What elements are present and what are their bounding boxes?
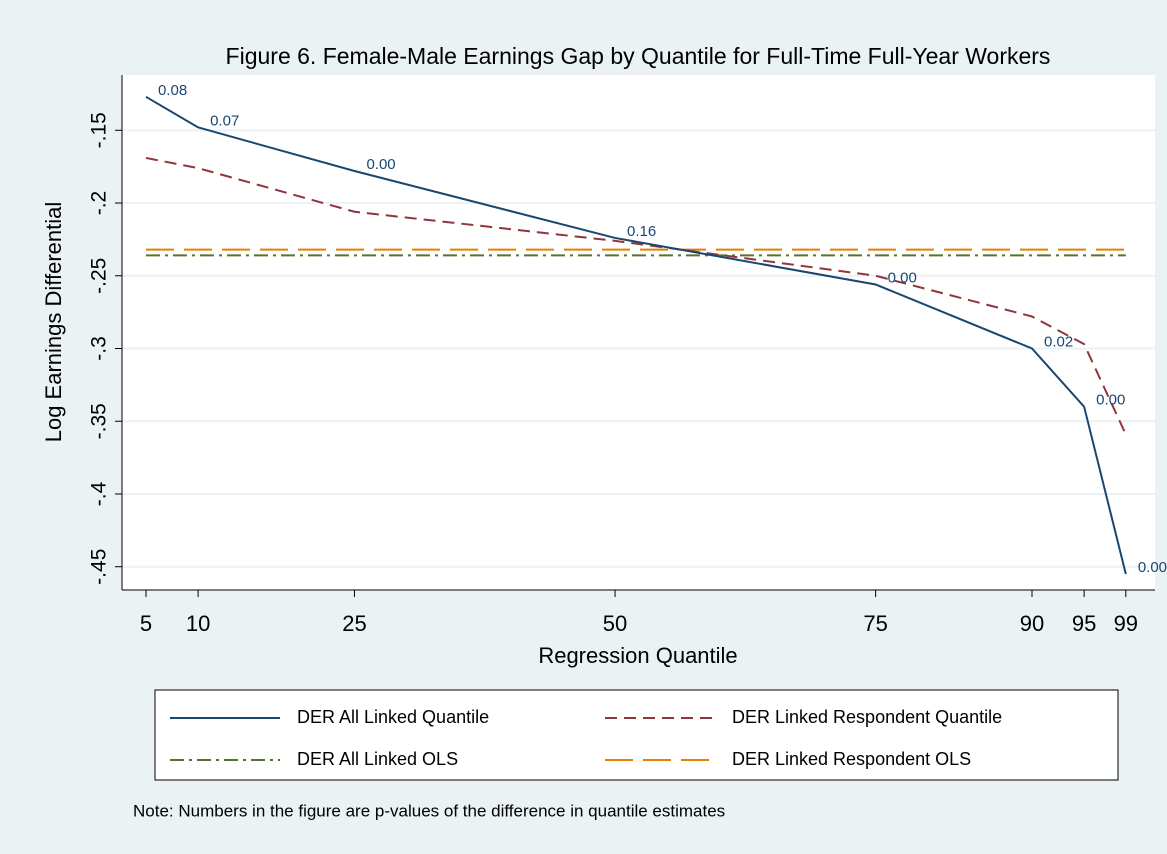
series-line [145, 95, 1127, 575]
point-label: 0.08 [158, 82, 187, 99]
x-tick-label: 95 [1072, 611, 1096, 636]
x-tick-label: 90 [1020, 611, 1044, 636]
x-tick-label: 50 [603, 611, 627, 636]
y-tick-label: -.35 [88, 403, 111, 439]
point-label: 0.07 [210, 112, 239, 129]
x-tick-label: 75 [863, 611, 887, 636]
point-label: 0.00 [1096, 392, 1125, 409]
x-tick-label: 5 [140, 611, 152, 636]
y-tick-label: -.3 [88, 336, 111, 361]
point-label: 0.00 [1138, 559, 1167, 576]
x-tick-label: 99 [1114, 611, 1138, 636]
note: Note: Numbers in the figure are p-values… [133, 801, 725, 820]
legend-box [154, 689, 1119, 781]
legend-label: DER All Linked Quantile [297, 707, 489, 727]
point-label: 0.00 [366, 156, 395, 173]
plot-area [122, 75, 1155, 590]
y-tick-label: -.2 [88, 191, 111, 216]
y-tick-label: -.45 [88, 549, 111, 585]
legend-label: DER Linked Respondent Quantile [732, 707, 1002, 727]
x-axis-title: Regression Quantile [538, 643, 737, 668]
legend-label: DER All Linked OLS [297, 749, 458, 769]
chart-title: Figure 6. Female-Male Earnings Gap by Qu… [226, 43, 1051, 69]
x-tick-label: 25 [342, 611, 366, 636]
x-tick-label: 10 [186, 611, 210, 636]
point-label: 0.00 [888, 269, 917, 286]
y-tick-label: -.25 [88, 258, 111, 294]
legend-label: DER Linked Respondent OLS [732, 749, 971, 769]
point-label: 0.16 [627, 223, 656, 240]
y-tick-label: -.4 [88, 481, 111, 506]
point-label: 0.02 [1044, 333, 1073, 350]
y-axis-title: Log Earnings Differential [41, 202, 66, 443]
series-line [145, 156, 1127, 435]
y-tick-label: -.15 [88, 112, 111, 148]
